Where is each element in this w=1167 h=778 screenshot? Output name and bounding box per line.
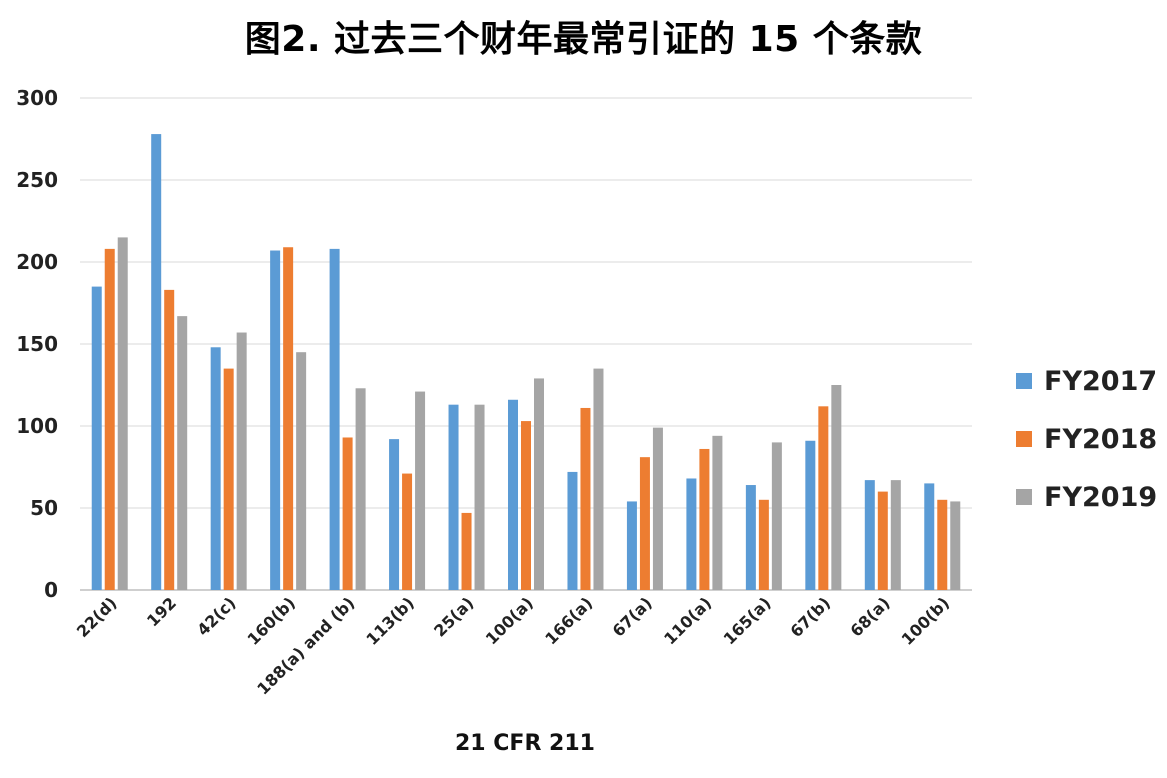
- bars: [91, 134, 961, 591]
- y-tick-label: 200: [16, 250, 58, 274]
- y-tick-label: 0: [44, 578, 58, 602]
- legend-swatch: [1016, 431, 1032, 447]
- bar-fy2018-13: [877, 491, 888, 590]
- legend-swatch: [1016, 489, 1032, 505]
- bar-fy2017-14: [924, 483, 935, 590]
- bar-fy2018-14: [937, 499, 948, 590]
- x-tick-label: 67(a): [609, 593, 656, 640]
- bar-fy2019-4: [355, 388, 366, 590]
- x-tick-label: 160(b): [243, 593, 298, 648]
- bar-fy2018-0: [104, 248, 115, 590]
- bar-fy2018-3: [283, 247, 294, 591]
- legend-swatch: [1016, 373, 1032, 389]
- x-tick-label: 192: [143, 593, 180, 630]
- bar-fy2017-11: [745, 485, 756, 590]
- x-tick-label: 42(c): [193, 593, 239, 639]
- bar-fy2019-8: [593, 368, 604, 590]
- legend-label: FY2019: [1044, 481, 1158, 513]
- x-axis-title: 21 CFR 211: [455, 731, 595, 756]
- bar-fy2019-3: [296, 352, 307, 590]
- bar-fy2017-12: [805, 440, 816, 590]
- bar-fy2018-1: [164, 289, 175, 590]
- bar-fy2019-11: [771, 442, 782, 590]
- x-tick-label: 22(d): [73, 593, 121, 641]
- legend-item-fy2017: FY2017: [1016, 352, 1157, 410]
- bar-fy2019-10: [712, 435, 723, 590]
- bar-fy2018-7: [521, 421, 531, 590]
- bar-fy2019-12: [831, 385, 842, 590]
- bar-fy2018-2: [223, 368, 234, 590]
- x-tick-label: 68(a): [846, 593, 893, 640]
- bar-fy2019-7: [534, 378, 544, 590]
- bar-fy2018-5: [402, 473, 413, 590]
- bar-fy2018-9: [639, 457, 650, 590]
- bar-fy2019-5: [415, 391, 426, 590]
- bar-fy2017-5: [389, 439, 400, 590]
- x-tick-label: 100(b): [898, 593, 953, 648]
- bar-fy2018-12: [818, 406, 829, 590]
- x-tick-label: 25(a): [430, 593, 477, 640]
- bar-fy2017-13: [864, 480, 875, 590]
- legend-label: FY2017: [1044, 365, 1158, 397]
- legend-item-fy2018: FY2018: [1016, 410, 1157, 468]
- bar-fy2019-0: [117, 237, 128, 590]
- bar-fy2018-11: [758, 499, 769, 590]
- y-tick-label: 50: [30, 496, 58, 520]
- y-axis-ticks: 0 50 100 150 200 250 300: [16, 86, 58, 602]
- bar-fy2019-14: [950, 501, 961, 590]
- x-tick-label: 166(a): [541, 593, 596, 648]
- bar-fy2019-6: [474, 404, 485, 590]
- y-tick-label: 100: [16, 414, 58, 438]
- bar-fy2017-3: [270, 250, 281, 590]
- bar-fy2018-4: [342, 437, 353, 590]
- bar-fy2017-4: [329, 248, 340, 590]
- bar-fy2017-1: [151, 134, 162, 590]
- bar-fy2017-8: [567, 471, 578, 590]
- y-tick-label: 150: [16, 332, 58, 356]
- legend: FY2017 FY2018 FY2019: [1016, 352, 1157, 526]
- bar-fy2018-6: [461, 512, 472, 590]
- bar-fy2017-9: [626, 501, 637, 590]
- chart-title: 图2. 过去三个财年最常引证的 15 个条款: [244, 19, 923, 60]
- bar-fy2018-8: [580, 407, 591, 590]
- bar-fy2019-2: [236, 332, 247, 590]
- y-tick-label: 250: [16, 168, 58, 192]
- x-tick-label: 113(b): [362, 593, 417, 648]
- legend-item-fy2019: FY2019: [1016, 468, 1157, 526]
- x-tick-label: 110(a): [660, 593, 715, 648]
- legend-label: FY2018: [1044, 423, 1158, 455]
- x-axis-ticks: 22(d) 192 42(c) 160(b)188(a) and (b) 113(b) 2…: [73, 593, 953, 698]
- bar-fy2018-10: [699, 448, 710, 590]
- x-tick-label: 100(a): [482, 593, 537, 648]
- bar-fy2017-7: [508, 399, 518, 590]
- bar-fy2017-10: [686, 478, 697, 590]
- bar-fy2019-1: [177, 316, 188, 590]
- bar-fy2017-0: [91, 286, 102, 590]
- x-tick-label: 165(a): [720, 593, 775, 648]
- x-tick-label: 67(b): [787, 593, 835, 641]
- bar-fy2017-6: [448, 404, 459, 590]
- y-tick-label: 300: [16, 86, 58, 110]
- bar-fy2017-2: [210, 347, 221, 590]
- bar-fy2019-13: [890, 480, 901, 590]
- bar-fy2019-9: [652, 427, 663, 590]
